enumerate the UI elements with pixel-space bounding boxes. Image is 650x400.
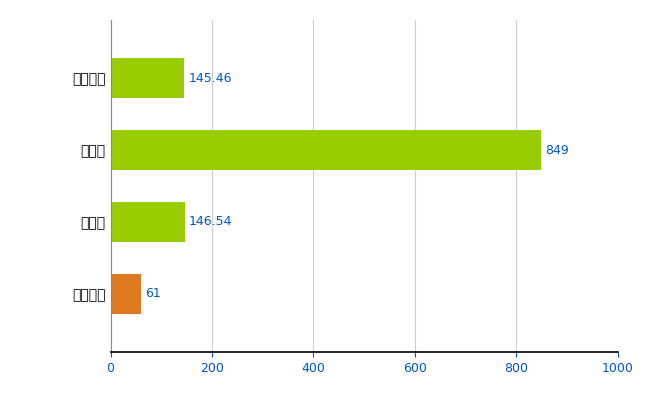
Bar <box>111 202 185 242</box>
Text: 146.54: 146.54 <box>189 216 232 228</box>
Bar <box>111 274 142 314</box>
Bar <box>111 130 541 170</box>
Text: 849: 849 <box>545 144 569 156</box>
Bar <box>111 58 184 98</box>
Text: 61: 61 <box>146 288 161 300</box>
Text: 145.46: 145.46 <box>188 72 232 84</box>
